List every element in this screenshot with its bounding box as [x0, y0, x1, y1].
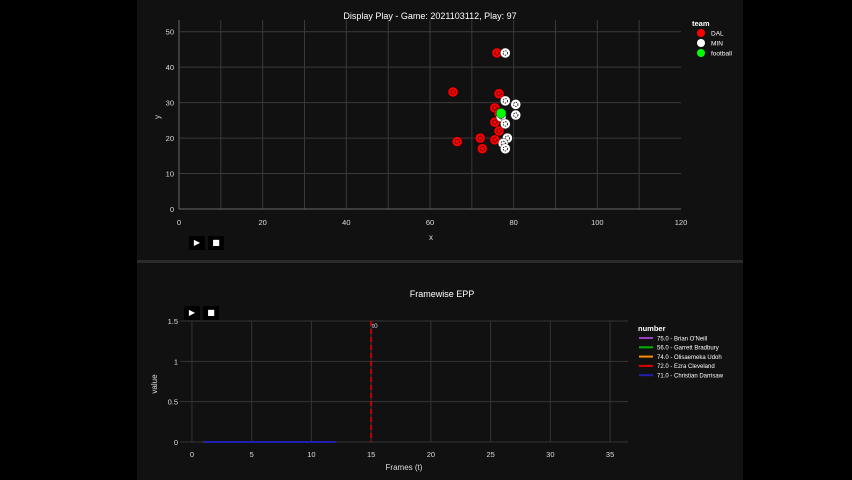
- orientation-marker: [502, 146, 508, 152]
- y-tick-label: 1: [174, 357, 178, 366]
- y-tick-label: 0.5: [168, 398, 178, 407]
- legend-label: 71.0 - Christian Darrisaw: [657, 374, 724, 380]
- play-display-panel: [137, 0, 743, 260]
- x-tick-label: 10: [307, 450, 315, 459]
- orientation-marker: [450, 89, 456, 95]
- orientation-marker: [513, 112, 519, 118]
- x-tick-label: 20: [427, 450, 435, 459]
- y-axis-title: value: [150, 374, 159, 394]
- chart-title: Framewise EPP: [410, 289, 475, 299]
- x-tick-label: 40: [342, 218, 350, 227]
- legend-label: DAL: [711, 31, 724, 38]
- x-tick-label: 30: [546, 450, 554, 459]
- y-tick-label: 30: [166, 99, 174, 108]
- bottom-stop-button[interactable]: ■: [203, 306, 219, 320]
- x-tick-label: 0: [177, 218, 181, 227]
- x-tick-label: 80: [509, 218, 517, 227]
- player-marker-min: [500, 143, 511, 154]
- orientation-marker: [477, 135, 483, 141]
- legend-label: football: [711, 51, 733, 58]
- x-tick-label: 25: [486, 450, 494, 459]
- y-tick-label: 10: [166, 170, 174, 179]
- player-marker-min: [500, 118, 511, 130]
- orientation-marker: [513, 101, 519, 107]
- x-tick-label: 35: [606, 450, 614, 459]
- y-tick-label: 40: [166, 63, 174, 72]
- y-axis-title: y: [153, 115, 162, 119]
- orientation-marker: [502, 50, 508, 56]
- t0-label: t0: [372, 323, 378, 330]
- panel-divider: [137, 260, 743, 263]
- x-axis-title: x: [429, 233, 433, 242]
- x-axis-title: Frames (t): [386, 463, 423, 472]
- x-tick-label: 120: [675, 218, 688, 227]
- player-marker-dal: [477, 143, 488, 154]
- legend-title: team: [692, 19, 710, 28]
- orientation-marker: [504, 135, 510, 141]
- orientation-marker: [479, 146, 485, 152]
- play-scatter-chart: 0 20 40 60 80 100 120 0 10 20 30 40 50 Display Play -…: [153, 11, 733, 242]
- bottom-play-button[interactable]: ▶: [184, 306, 200, 320]
- epp-line-chart: 0 5 10 15 20 25 30 35 0 0.5 1 1.5 Framewise EPP Frame…: [150, 289, 724, 472]
- orientation-marker: [492, 119, 498, 125]
- x-tick-label: 100: [591, 218, 604, 227]
- orientation-marker: [492, 137, 498, 143]
- top-stop-button[interactable]: ■: [208, 236, 224, 250]
- player-marker-min: [500, 95, 511, 107]
- y-tick-label: 0: [170, 205, 174, 214]
- orientation-marker: [454, 139, 460, 145]
- legend-title: number: [638, 324, 666, 333]
- player-marker-min: [510, 99, 521, 110]
- x-tick-label: 20: [258, 218, 266, 227]
- orientation-marker: [496, 128, 502, 134]
- legend-label: 74.0 - Olisaemeka Udoh: [657, 355, 722, 361]
- y-tick-label: 50: [166, 28, 174, 37]
- x-tick-label: 5: [250, 450, 254, 459]
- player-marker-min: [510, 109, 521, 121]
- player-marker-min: [500, 47, 511, 59]
- x-tick-label: 60: [426, 218, 434, 227]
- orientation-marker: [502, 121, 508, 127]
- player-marker-dal: [447, 86, 459, 98]
- legend-label: 75.0 - Brian O'Neill: [657, 336, 707, 342]
- legend-marker-min: [697, 39, 705, 47]
- legend-label: MIN: [711, 41, 723, 48]
- legend-label: 56.0 - Garrett Bradbury: [657, 346, 719, 352]
- player-marker-dal: [475, 132, 486, 144]
- x-tick-label: 0: [190, 450, 194, 459]
- x-tick-label: 15: [367, 450, 375, 459]
- orientation-marker: [502, 98, 508, 104]
- top-play-button[interactable]: ▶: [189, 236, 205, 250]
- y-tick-label: 0: [174, 438, 178, 447]
- orientation-marker: [492, 105, 498, 111]
- player-marker-dal: [451, 136, 463, 147]
- legend-marker-dal: [697, 29, 705, 37]
- orientation-marker: [496, 91, 502, 97]
- chart-title: Display Play - Game: 2021103112, Play: 9…: [343, 11, 516, 21]
- y-tick-label: 20: [166, 134, 174, 143]
- player-marker-football: [495, 108, 507, 119]
- legend-marker-football: [697, 49, 705, 57]
- y-tick-label: 1.5: [168, 317, 178, 326]
- orientation-marker: [494, 50, 500, 56]
- player-marker-dal: [493, 125, 505, 137]
- player-marker-dal: [493, 88, 505, 99]
- legend-label: 72.0 - Ezra Cleveland: [657, 364, 715, 370]
- epp-panel: [137, 263, 743, 480]
